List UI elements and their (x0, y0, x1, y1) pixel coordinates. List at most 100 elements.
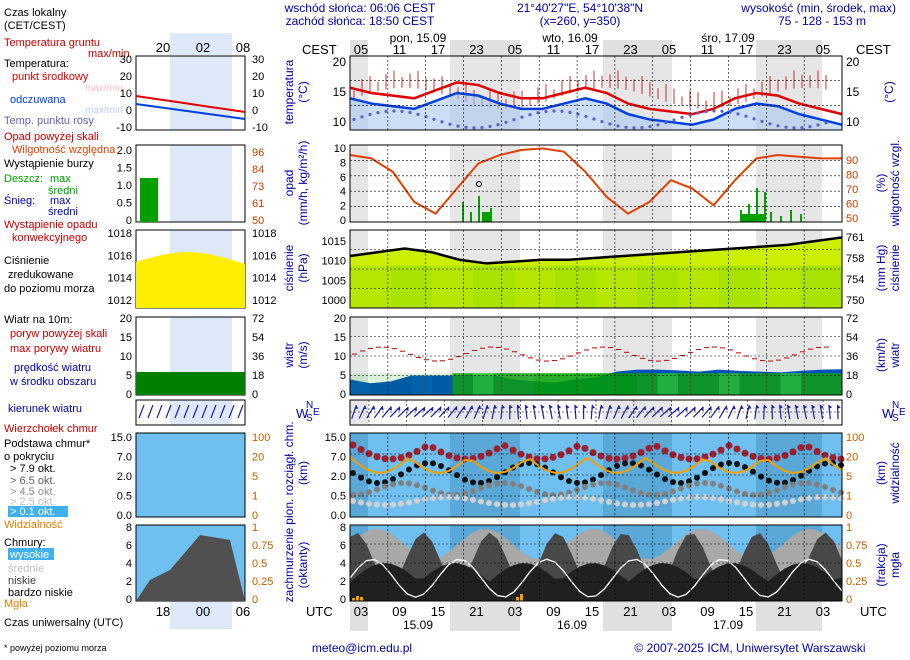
cloud-base-45 (558, 494, 564, 501)
cloud-base-79 (694, 474, 700, 481)
local-hour-label: 05 (662, 42, 676, 57)
cloud-base-45 (638, 501, 644, 508)
preview-frame (135, 399, 246, 426)
cloud-base-45 (606, 498, 612, 505)
wind-band (473, 373, 494, 395)
local-hour-label: 11 (393, 42, 407, 57)
day-local-label: śro, 17.09 (701, 31, 755, 45)
preview-cb-right-tick: 5 (252, 471, 258, 483)
cloud-base-45 (542, 497, 548, 504)
cloud-base-65 (374, 486, 380, 493)
fog-bar (516, 597, 519, 601)
temp-left-tick: 15 (333, 85, 347, 99)
cloud-top-dot (621, 454, 629, 462)
rain-bar (800, 214, 802, 222)
precip-left-tick: 8 (340, 157, 346, 169)
dew-point (704, 109, 708, 114)
wind-arrow-head (477, 405, 482, 410)
cloud-top-dot (365, 450, 373, 458)
wind-arrow-head (616, 405, 621, 410)
cloud-base-45 (814, 494, 820, 501)
legend-gust-max: max porywy wiatru (10, 343, 101, 355)
cloud-base-45 (654, 499, 660, 506)
cloud-base-65 (430, 487, 436, 494)
grid-text: (x=260, y=350) (540, 14, 621, 28)
cloud-base-45 (590, 495, 596, 502)
legend-press2: zredukowane (8, 269, 73, 281)
legend-footnote: * powyżej poziomu morza (4, 643, 107, 653)
utc-hour-label: 03 (816, 604, 830, 619)
cloud-top-dot (533, 455, 541, 463)
wind-band (575, 373, 596, 395)
cloud-base-45 (518, 501, 524, 508)
cloud-top-dot (613, 455, 621, 463)
dew-point (408, 110, 412, 115)
preview-press-right-tick: 1012 (252, 295, 276, 307)
cloud-base-65 (422, 484, 428, 491)
utc-hour-label: 09 (700, 604, 714, 619)
altitude-values: 75 - 128 - 153 m (778, 14, 866, 28)
pressure-band (350, 265, 391, 308)
cloud-top-dot (677, 453, 685, 461)
rain-bar (478, 196, 480, 222)
temp-left-tick: 20 (333, 55, 347, 69)
cloud-base-65 (366, 489, 372, 496)
preview-wind-arrow (156, 404, 163, 419)
footer-copyright: © 2007-2025 ICM, Uniwersytet Warszawski (634, 641, 865, 655)
wind-arrow-head (739, 405, 744, 409)
cloud-base-65 (502, 480, 508, 487)
cloud-top-dot (653, 442, 661, 450)
cloud-base-65 (494, 480, 500, 487)
night-band-bottom (756, 601, 822, 631)
wind-arrow-head (582, 404, 587, 409)
preview-frame (135, 55, 246, 131)
dew-point (632, 126, 636, 130)
wind-arrow-head (699, 406, 704, 411)
cloud-base-79 (598, 472, 604, 479)
legend-okt01: > 0.1 okt. (10, 506, 56, 518)
wind-band (391, 373, 412, 395)
dew-point (352, 117, 356, 122)
clouds-left-tick: 6 (340, 540, 346, 552)
cloud-top-dot (453, 454, 461, 462)
cloud-base-79 (638, 462, 644, 469)
cloud-base-79 (590, 476, 596, 483)
wind-band (760, 373, 781, 395)
compass-s: S (306, 413, 313, 424)
cloud-base-45 (438, 494, 444, 501)
wind-arrow-head (533, 404, 537, 410)
preview-precip-left-tick: 0 (126, 215, 132, 227)
wind-arrow-head (549, 404, 553, 410)
wind-arrow-head (453, 406, 458, 411)
cloud-base-79 (470, 479, 476, 486)
legend-snow: Śnieg: (4, 194, 35, 207)
night-band (350, 145, 368, 222)
cloud-top-dot (837, 455, 845, 463)
cloud-base-79 (766, 477, 772, 484)
wind-arrow-head (787, 404, 791, 410)
cloud-top-dot (709, 450, 717, 458)
cest-label-right: CEST (856, 42, 891, 57)
wind-band (780, 373, 801, 395)
pressure-left-tick: 1010 (322, 256, 346, 268)
preview-cl-left-tick: 2 (126, 576, 132, 588)
footer-email[interactable]: meteo@icm.edu.pl (312, 641, 412, 655)
wind-arrow (491, 404, 498, 420)
cloud-base-45 (358, 499, 364, 506)
preview-temp-left-tick: 20 (120, 71, 132, 83)
precip-left-tick: 6 (340, 172, 346, 184)
humidity-line (349, 147, 842, 215)
wind-arrow-head (747, 404, 752, 409)
fog-right-tick: 0 (846, 594, 852, 606)
preview-wind-arrow (138, 404, 145, 419)
pressure-band (514, 265, 555, 308)
cloud-top-dot (749, 452, 757, 460)
preview-local-hour: 02 (196, 40, 210, 55)
cloud-base-79 (366, 478, 372, 485)
preview-wind (136, 372, 245, 395)
visibility-right-tick: 0 (846, 510, 852, 522)
wind-arrow (819, 404, 824, 420)
wind-arrow (464, 405, 474, 419)
cloud-base-45 (694, 494, 700, 501)
legend-wind-speed1: prędkość wiatru (14, 362, 91, 374)
